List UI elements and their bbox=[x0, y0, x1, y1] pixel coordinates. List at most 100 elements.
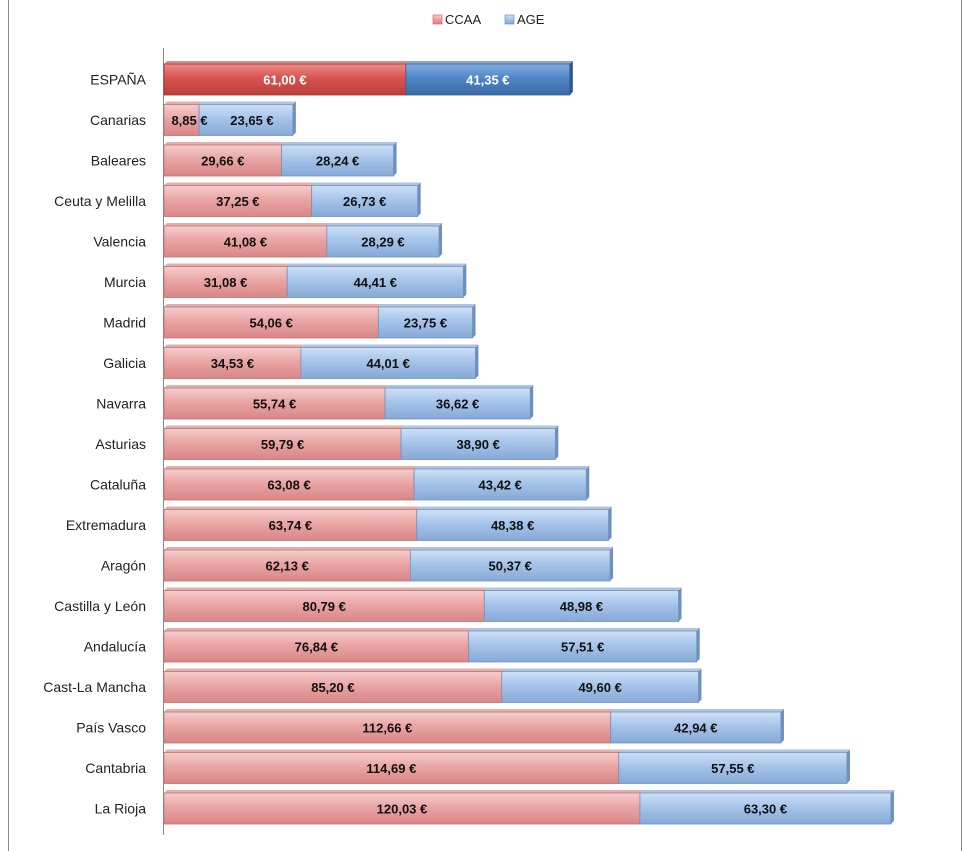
data-label-age: 28,29 € bbox=[361, 235, 404, 250]
bar-age-face bbox=[326, 225, 440, 258]
bar-row: 55,74 € 36,62 € bbox=[163, 385, 534, 420]
bar-end-cap bbox=[610, 547, 614, 581]
data-label-age: 63,30 € bbox=[744, 802, 787, 817]
bar-age bbox=[286, 263, 467, 298]
bar-end-cap bbox=[463, 263, 467, 298]
bar-end-cap bbox=[608, 506, 612, 541]
bar-ccaa-face bbox=[163, 549, 411, 582]
bar-ccaa-top bbox=[164, 304, 382, 307]
bar-age-top bbox=[610, 709, 784, 712]
bar-age-face bbox=[405, 63, 571, 96]
bar-row: 31,08 € 44,41 € bbox=[163, 263, 467, 298]
data-label-age: 41,35 € bbox=[466, 73, 509, 88]
bar-ccaa-face bbox=[163, 630, 470, 663]
bar-age-face bbox=[483, 590, 679, 622]
data-label-age: 42,94 € bbox=[674, 721, 717, 736]
bar-ccaa bbox=[163, 668, 505, 703]
bar-ccaa bbox=[163, 304, 382, 339]
category-label: ESPAÑA bbox=[90, 72, 146, 88]
bar-age-face bbox=[610, 711, 782, 744]
bar-ccaa-top bbox=[164, 263, 291, 267]
bar-age-top bbox=[199, 101, 296, 105]
bar-age-top bbox=[378, 304, 476, 307]
bar-age-top bbox=[300, 344, 479, 348]
bar-end-cap bbox=[439, 223, 443, 257]
bar-end-cap bbox=[569, 61, 573, 95]
bar-row: 29,66 € 28,24 € bbox=[163, 142, 397, 177]
bar-ccaa-top bbox=[164, 385, 389, 388]
category-label: Extremadura bbox=[66, 517, 146, 533]
data-label-ccaa: 80,79 € bbox=[302, 599, 345, 614]
bar-end-cap bbox=[780, 709, 784, 743]
bar-row: 114,69 € 57,55 € bbox=[163, 749, 850, 784]
bar-ccaa-face bbox=[163, 671, 503, 703]
bar-ccaa-face bbox=[163, 711, 612, 744]
category-label: País Vasco bbox=[76, 720, 146, 736]
bar-age-top bbox=[405, 61, 573, 64]
data-label-ccaa: 8,85 € bbox=[171, 113, 207, 128]
bar-age bbox=[377, 304, 476, 339]
bar-end-cap bbox=[678, 587, 682, 622]
bar-end-cap bbox=[586, 466, 590, 500]
bar-ccaa bbox=[163, 142, 285, 177]
bar-ccaa-face bbox=[163, 590, 485, 622]
data-label-age: 44,01 € bbox=[366, 356, 409, 371]
bar-ccaa-top bbox=[164, 668, 505, 672]
category-label: Navarra bbox=[96, 396, 146, 412]
bar-age-face bbox=[416, 509, 609, 541]
bar-ccaa-face bbox=[163, 266, 288, 298]
bar-end-cap bbox=[393, 142, 397, 176]
bar-row: 85,20 € 49,60 € bbox=[163, 668, 702, 703]
data-label-ccaa: 63,74 € bbox=[269, 518, 312, 533]
data-label-ccaa: 85,20 € bbox=[311, 680, 354, 695]
bar-age-face bbox=[400, 428, 556, 460]
data-label-age: 57,55 € bbox=[711, 761, 754, 776]
bar-age bbox=[300, 344, 479, 379]
data-label-ccaa: 34,53 € bbox=[211, 356, 254, 371]
legend-swatch-age bbox=[504, 14, 515, 25]
bar-age-top bbox=[311, 182, 421, 186]
bar-row: 54,06 € 23,75 € bbox=[163, 304, 476, 339]
bar-age-face bbox=[377, 306, 473, 339]
bar-age-top bbox=[281, 142, 397, 145]
bar-age-top bbox=[326, 223, 443, 226]
bar-ccaa-top bbox=[164, 142, 285, 145]
bar-row: 76,84 € 57,51 € bbox=[163, 628, 700, 663]
bar-ccaa bbox=[163, 425, 405, 460]
bar-row: 80,79 € 48,98 € bbox=[163, 587, 682, 622]
bar-age bbox=[468, 628, 700, 663]
category-label: Canarias bbox=[90, 112, 146, 128]
bar-age-face bbox=[281, 144, 394, 177]
bar-age-face bbox=[468, 630, 698, 663]
data-label-age: 36,62 € bbox=[436, 397, 479, 412]
bar-ccaa-top bbox=[164, 61, 409, 64]
data-label-age: 38,90 € bbox=[456, 437, 499, 452]
bar-ccaa bbox=[163, 547, 414, 582]
data-label-ccaa: 114,69 € bbox=[366, 761, 416, 776]
category-label: Cantabria bbox=[85, 760, 146, 776]
bar-age-top bbox=[416, 506, 612, 510]
bar-row: 8,85 € 23,65 € bbox=[163, 101, 296, 136]
category-label: Cataluña bbox=[90, 477, 146, 493]
data-label-age: 43,42 € bbox=[479, 478, 522, 493]
bar-age-face bbox=[198, 104, 294, 136]
bar-age bbox=[405, 61, 573, 96]
category-label: Valencia bbox=[93, 234, 146, 250]
data-label-ccaa: 41,08 € bbox=[224, 235, 267, 250]
bar-age bbox=[400, 425, 559, 460]
category-label: Asturias bbox=[95, 436, 146, 452]
bar-ccaa-top bbox=[164, 709, 614, 712]
category-label: Ceuta y Melilla bbox=[54, 193, 146, 209]
bar-ccaa-face bbox=[163, 428, 402, 460]
bar-ccaa-face bbox=[163, 792, 641, 825]
bar-ccaa-top bbox=[164, 749, 622, 753]
data-label-ccaa: 76,84 € bbox=[295, 640, 338, 655]
bar-age-face bbox=[413, 468, 587, 501]
bar-ccaa-face bbox=[163, 104, 200, 136]
bar-age bbox=[281, 142, 397, 177]
bar-ccaa-top bbox=[164, 628, 472, 631]
bar-end-cap bbox=[846, 749, 850, 784]
bar-end-cap bbox=[698, 668, 702, 703]
bar-age bbox=[416, 506, 612, 541]
bar-age-face bbox=[286, 266, 464, 298]
